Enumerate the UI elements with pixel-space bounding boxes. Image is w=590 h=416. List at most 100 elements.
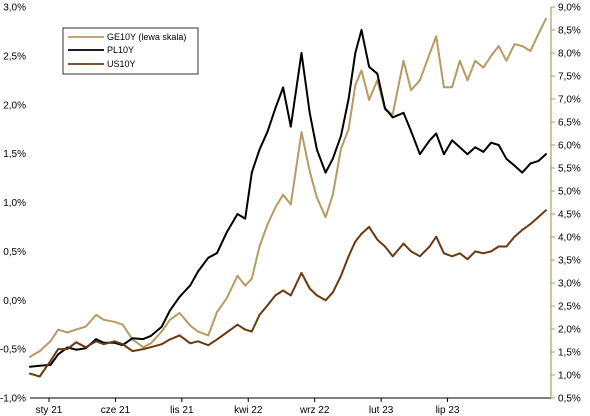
data-point xyxy=(95,314,97,316)
data-point xyxy=(197,340,199,343)
data-point xyxy=(331,193,334,196)
data-point xyxy=(443,252,445,255)
data-point xyxy=(324,216,327,219)
data-point xyxy=(466,153,469,156)
data-point xyxy=(490,250,492,253)
data-point xyxy=(84,325,87,328)
x-tick-label: lut 23 xyxy=(369,405,394,416)
legend-box xyxy=(62,27,199,75)
data-point xyxy=(189,324,192,327)
data-point xyxy=(521,229,524,231)
y-right-tick-label: 4,5% xyxy=(558,210,581,221)
data-point xyxy=(410,130,412,133)
data-point xyxy=(66,348,69,350)
data-point xyxy=(121,323,124,326)
data-point xyxy=(513,43,516,45)
data-point xyxy=(505,157,508,160)
data-point xyxy=(289,294,292,297)
data-point xyxy=(169,338,171,341)
data-point xyxy=(458,252,461,255)
data-point xyxy=(66,331,69,334)
y-right-tick-label: 3,5% xyxy=(558,256,581,267)
data-point xyxy=(29,356,31,358)
data-point xyxy=(354,52,357,54)
data-point xyxy=(300,131,303,134)
data-point xyxy=(244,217,247,220)
data-point xyxy=(391,255,394,258)
data-point xyxy=(49,360,52,362)
data-point xyxy=(428,245,431,248)
y-right-tick-label: 8,5% xyxy=(558,26,581,37)
x-tick-label: cze 21 xyxy=(101,405,131,416)
y-left-tick-label: -1,0% xyxy=(0,394,26,405)
y-right-tick-label: 1,5% xyxy=(558,348,581,359)
data-point xyxy=(354,240,357,243)
y-right-tick-label: 0,5% xyxy=(558,394,581,405)
data-point xyxy=(57,353,60,356)
data-point xyxy=(236,274,239,277)
left-axis-ticks: -1,0% -0,5% 0,0% 0,5% 1,0% 1,5% 2,0% 2,5% 3,0% xyxy=(0,3,26,405)
data-point xyxy=(537,160,540,163)
data-point xyxy=(216,311,218,313)
data-point xyxy=(324,171,327,174)
data-point xyxy=(443,86,445,89)
data-point xyxy=(545,153,547,156)
data-point xyxy=(236,323,239,326)
data-point xyxy=(308,287,311,290)
data-point xyxy=(537,216,540,219)
data-point xyxy=(428,139,431,142)
data-point xyxy=(360,29,363,31)
data-point xyxy=(57,348,60,350)
y-right-tick-label: 8,0% xyxy=(558,49,581,60)
data-point xyxy=(266,304,269,306)
data-point xyxy=(300,272,303,274)
data-point xyxy=(150,335,152,337)
x-tick-label: lis 21 xyxy=(170,405,194,416)
data-point xyxy=(197,330,199,333)
data-point xyxy=(49,364,52,366)
data-point xyxy=(545,209,547,212)
data-point xyxy=(216,338,218,341)
data-point xyxy=(244,284,247,287)
data-point xyxy=(443,153,445,156)
data-point xyxy=(142,338,145,340)
data-point xyxy=(160,343,163,346)
data-point xyxy=(384,107,386,110)
data-point xyxy=(250,330,253,333)
series-lines xyxy=(29,17,547,378)
data-point xyxy=(266,130,269,133)
data-point xyxy=(513,235,516,238)
data-point xyxy=(75,348,77,351)
data-point xyxy=(368,226,370,228)
data-point xyxy=(347,255,350,258)
data-point xyxy=(282,86,284,89)
data-point xyxy=(142,348,145,350)
y-left-tick-label: 0,5% xyxy=(3,247,26,258)
y-left-tick-label: 1,0% xyxy=(3,198,26,209)
data-point xyxy=(266,223,269,225)
data-point xyxy=(207,334,210,337)
y-right-tick-label: 2,5% xyxy=(558,302,581,313)
data-point xyxy=(331,291,334,294)
data-point xyxy=(113,320,116,323)
data-point xyxy=(308,170,311,173)
data-point xyxy=(250,171,253,174)
data-point xyxy=(360,232,363,235)
x-tick-label: wrz 22 xyxy=(299,405,330,416)
data-point xyxy=(521,45,524,47)
data-point xyxy=(410,250,412,253)
data-point xyxy=(360,69,363,72)
y-right-tick-label: 7,0% xyxy=(558,95,581,106)
data-point xyxy=(207,344,210,347)
data-point xyxy=(178,312,181,314)
series-line-pl10y xyxy=(29,29,547,368)
data-point xyxy=(38,364,41,367)
data-point xyxy=(282,289,284,292)
data-point xyxy=(244,328,247,331)
data-point xyxy=(316,294,318,297)
y-right-tick-label: 9,0% xyxy=(558,3,581,14)
data-point xyxy=(225,231,228,234)
legend-label-pl10y: PL10Y xyxy=(107,45,134,55)
data-point xyxy=(29,365,31,368)
